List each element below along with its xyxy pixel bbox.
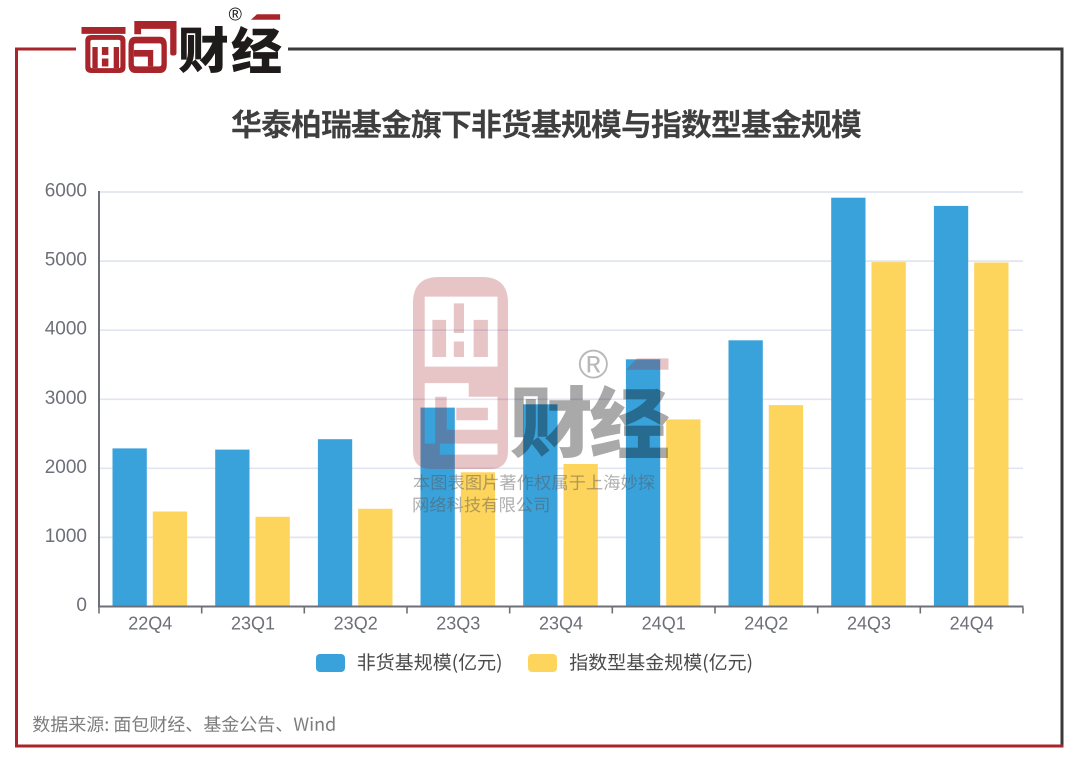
- svg-text:®: ®: [578, 341, 608, 387]
- svg-text:3000: 3000: [45, 388, 87, 409]
- svg-text:24Q2: 24Q2: [744, 614, 788, 634]
- svg-text:23Q1: 23Q1: [231, 614, 275, 634]
- svg-text:1000: 1000: [45, 526, 87, 547]
- svg-text:4000: 4000: [45, 319, 87, 340]
- svg-text:24Q1: 24Q1: [642, 614, 686, 634]
- svg-text:23Q4: 23Q4: [539, 614, 583, 634]
- svg-text:23Q3: 23Q3: [436, 614, 480, 634]
- svg-text:2000: 2000: [45, 457, 87, 478]
- svg-text:24Q4: 24Q4: [950, 614, 994, 634]
- svg-text:22Q4: 22Q4: [128, 614, 172, 634]
- svg-text:5000: 5000: [45, 250, 87, 271]
- svg-text:0: 0: [76, 595, 87, 616]
- svg-text:®: ®: [229, 5, 242, 25]
- svg-text:6000: 6000: [45, 181, 87, 202]
- svg-text:23Q2: 23Q2: [334, 614, 378, 634]
- svg-text:24Q3: 24Q3: [847, 614, 891, 634]
